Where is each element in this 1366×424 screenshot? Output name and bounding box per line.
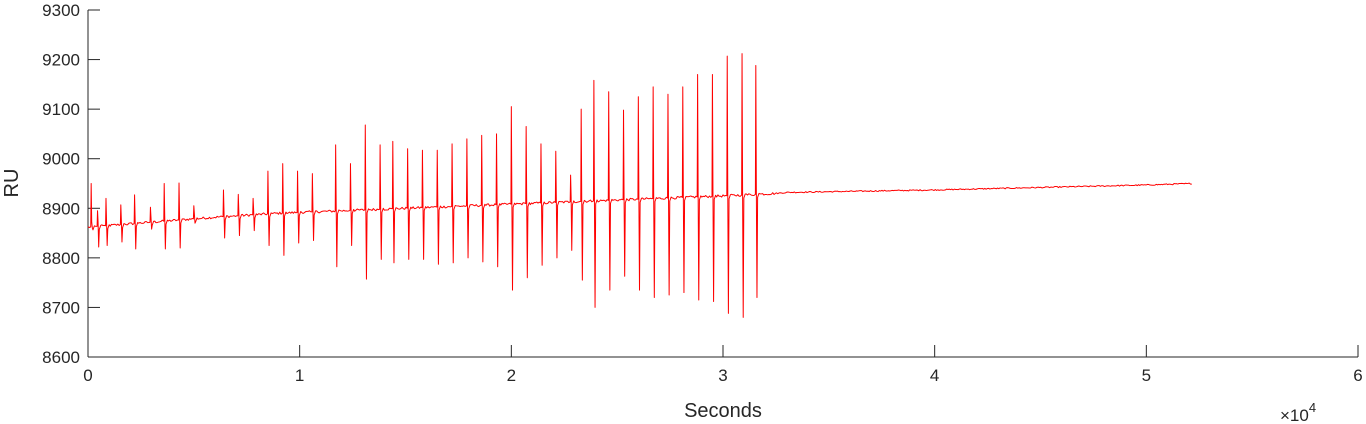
y-tick-label: 8900 xyxy=(42,199,80,218)
y-tick-label: 8600 xyxy=(42,348,80,367)
x-tick-label: 1 xyxy=(295,366,304,385)
series-layer xyxy=(87,53,1192,318)
y-tick-label: 8800 xyxy=(42,249,80,268)
axes xyxy=(87,10,1358,358)
y-tick-label: 9300 xyxy=(42,1,80,20)
x-exponent-base: ×10 xyxy=(1280,406,1309,424)
x-tick-label: 2 xyxy=(507,366,516,385)
x-tick-label: 5 xyxy=(1142,366,1151,385)
series-line xyxy=(87,53,1192,318)
y-axis-label: RU xyxy=(1,169,23,198)
x-exponent-label: ×104 xyxy=(1280,400,1316,424)
y-tick-label: 9200 xyxy=(42,51,80,70)
y-tick-label: 8700 xyxy=(42,298,80,317)
y-tick-label: 9000 xyxy=(42,150,80,169)
x-tick-label: 3 xyxy=(718,366,727,385)
x-tick-label: 6 xyxy=(1353,366,1362,385)
x-tick-label: 4 xyxy=(930,366,939,385)
x-ticks: 0 1 2 3 4 5 6 xyxy=(83,345,1363,385)
x-tick-label: 0 xyxy=(83,366,92,385)
x-exponent-power: 4 xyxy=(1309,400,1316,415)
x-axis-label: Seconds xyxy=(684,400,762,422)
y-ticks: 8600 8700 8800 8900 9000 9100 9200 9300 xyxy=(42,1,100,367)
y-tick-label: 9100 xyxy=(42,100,80,119)
